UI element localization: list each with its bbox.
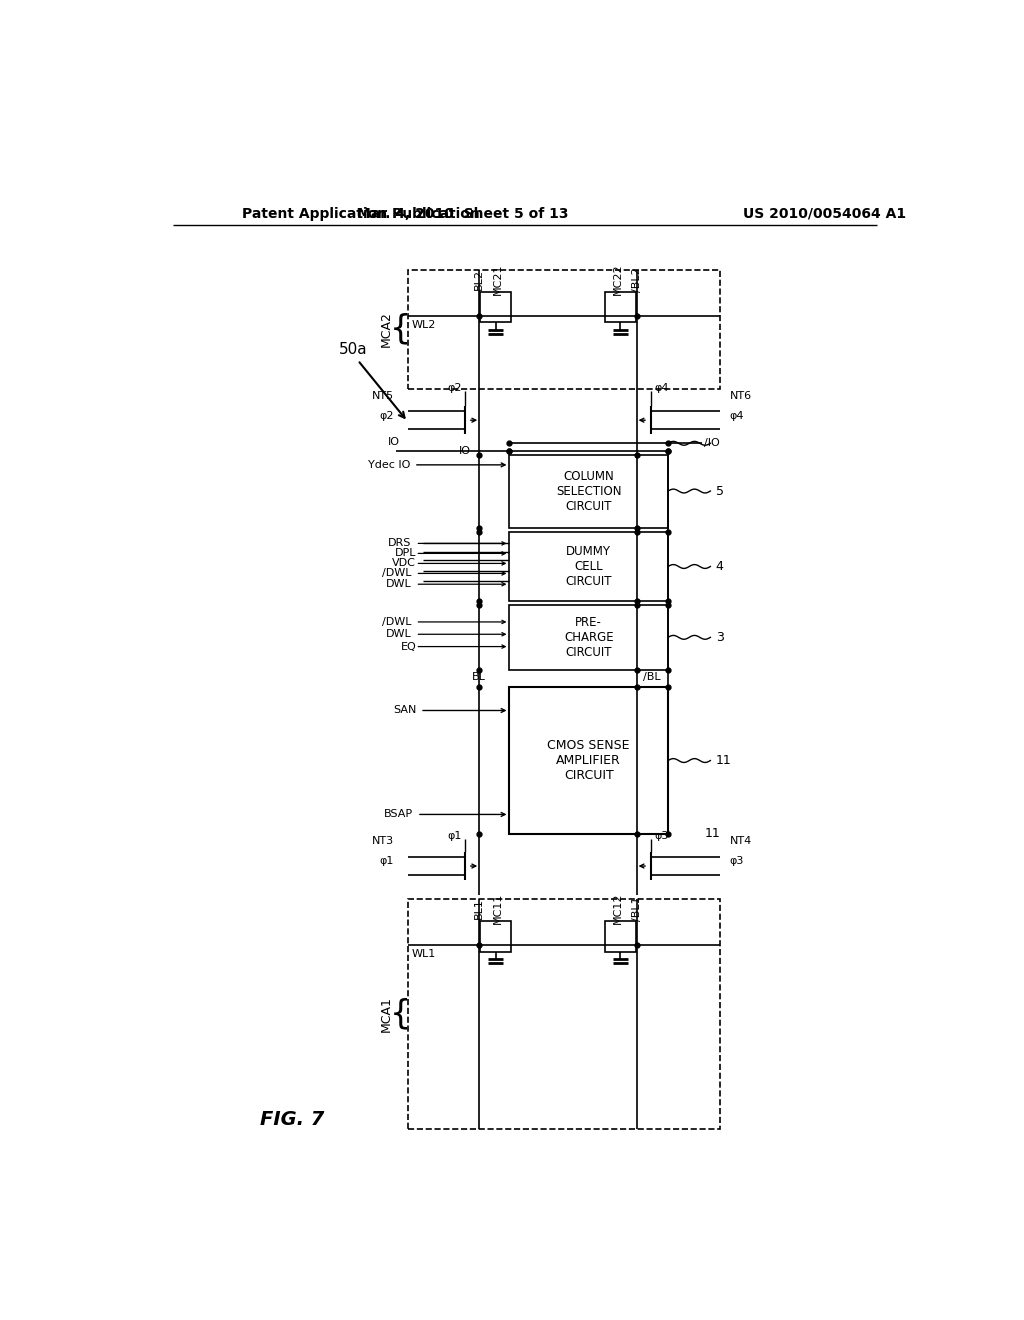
Text: PRE-
CHARGE
CIRCUIT: PRE- CHARGE CIRCUIT <box>564 616 613 659</box>
Text: DRS: DRS <box>388 539 412 548</box>
Text: US 2010/0054064 A1: US 2010/0054064 A1 <box>742 207 906 220</box>
Text: {: { <box>389 313 411 346</box>
Bar <box>509 605 668 671</box>
Bar <box>509 532 668 601</box>
Bar <box>605 292 636 322</box>
Text: /BL: /BL <box>643 672 662 681</box>
Bar <box>605 921 636 952</box>
Text: φ1: φ1 <box>380 855 394 866</box>
Text: FIG. 7: FIG. 7 <box>260 1110 325 1129</box>
Text: NT5: NT5 <box>372 391 394 400</box>
Text: Ydec IO: Ydec IO <box>368 459 410 470</box>
Text: MCA2: MCA2 <box>379 312 392 347</box>
Text: 11: 11 <box>705 828 720 841</box>
Text: Mar. 4, 2010  Sheet 5 of 13: Mar. 4, 2010 Sheet 5 of 13 <box>357 207 569 220</box>
Text: 50a: 50a <box>339 342 367 356</box>
Text: MC11: MC11 <box>493 892 503 924</box>
Text: φ3: φ3 <box>730 855 744 866</box>
Text: IO: IO <box>388 437 400 446</box>
Text: φ2: φ2 <box>447 383 462 393</box>
Text: SAN: SAN <box>393 705 417 715</box>
Text: MC22: MC22 <box>613 264 623 296</box>
Text: DUMMY
CELL
CIRCUIT: DUMMY CELL CIRCUIT <box>565 545 612 587</box>
Text: {: { <box>389 998 411 1031</box>
Text: φ2: φ2 <box>380 412 394 421</box>
Bar <box>408 271 720 389</box>
Text: BL2: BL2 <box>473 269 483 290</box>
Text: CMOS SENSE
AMPLIFIER
CIRCUIT: CMOS SENSE AMPLIFIER CIRCUIT <box>548 739 630 781</box>
Text: MC21: MC21 <box>493 264 503 296</box>
Text: DPL: DPL <box>394 548 416 558</box>
Text: DWL: DWL <box>386 579 412 589</box>
Bar <box>408 899 720 1129</box>
Text: COLUMN
SELECTION
CIRCUIT: COLUMN SELECTION CIRCUIT <box>556 470 622 512</box>
Text: NT4: NT4 <box>730 837 752 846</box>
Text: /DWL: /DWL <box>382 569 412 578</box>
Text: φ4: φ4 <box>654 383 669 393</box>
Text: /DWL: /DWL <box>382 616 412 627</box>
Text: DWL: DWL <box>386 630 412 639</box>
Text: φ1: φ1 <box>447 832 462 841</box>
Text: /BL1: /BL1 <box>632 896 642 920</box>
Text: MC12: MC12 <box>613 892 623 924</box>
Text: EQ: EQ <box>401 642 417 652</box>
Text: BL1: BL1 <box>473 898 483 919</box>
Text: WL2: WL2 <box>412 319 436 330</box>
Text: φ4: φ4 <box>730 412 744 421</box>
Text: NT3: NT3 <box>372 837 394 846</box>
Text: /BL2: /BL2 <box>632 267 642 292</box>
Text: IO: IO <box>459 446 471 455</box>
Text: WL1: WL1 <box>412 949 436 958</box>
Text: Patent Application Publication: Patent Application Publication <box>243 207 480 220</box>
Text: 5: 5 <box>716 484 724 498</box>
Bar <box>509 688 668 834</box>
Text: 4: 4 <box>716 560 724 573</box>
Text: BSAP: BSAP <box>384 809 413 820</box>
Text: /IO: /IO <box>705 438 720 449</box>
Text: 3: 3 <box>716 631 724 644</box>
Text: NT6: NT6 <box>730 391 752 400</box>
Bar <box>509 455 668 528</box>
Text: MCA1: MCA1 <box>379 995 392 1032</box>
Bar <box>480 292 511 322</box>
Text: VDC: VDC <box>392 558 416 569</box>
Bar <box>480 921 511 952</box>
Text: 11: 11 <box>716 754 731 767</box>
Text: φ3: φ3 <box>654 832 669 841</box>
Text: BL: BL <box>472 672 485 681</box>
